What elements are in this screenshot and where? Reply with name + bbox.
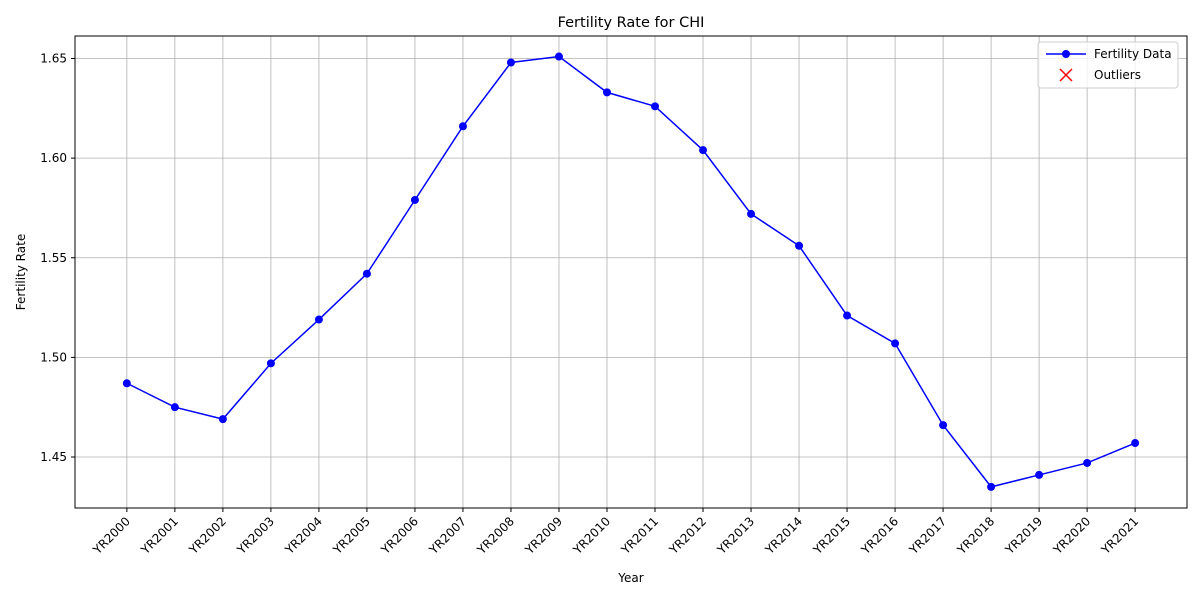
data-point [747, 209, 756, 218]
x-axis-label: Year [617, 571, 643, 585]
data-point [1035, 470, 1044, 479]
y-axis-label: Fertility Rate [14, 234, 28, 310]
data-point [362, 269, 371, 278]
legend: Fertility Data Outliers [1037, 41, 1179, 89]
data-point [651, 102, 660, 111]
data-point [218, 415, 227, 424]
data-point [1131, 439, 1140, 448]
data-point [1083, 458, 1092, 467]
y-tick-label: 1.50 [40, 350, 67, 364]
data-point [122, 379, 131, 388]
legend-marker [1059, 68, 1073, 82]
data-point [170, 403, 179, 412]
data-point [410, 195, 419, 204]
plot-frame [74, 35, 1188, 509]
data-point [266, 359, 275, 368]
data-point [987, 482, 996, 491]
chart-title: Fertility Rate for CHI [558, 15, 705, 31]
legend-label: Fertility Data [1094, 47, 1172, 61]
series-line [126, 55, 1136, 488]
data-point [506, 58, 515, 67]
data-point [458, 122, 467, 131]
data-point [843, 311, 852, 320]
data-point [891, 339, 900, 348]
data-point [554, 52, 563, 61]
data-point [314, 315, 323, 324]
legend-label: Outliers [1094, 68, 1141, 82]
y-tick-label: 1.45 [40, 450, 67, 464]
data-point [602, 88, 611, 97]
y-tick-label: 1.55 [40, 251, 67, 265]
data-point [699, 146, 708, 155]
data-point [939, 421, 948, 430]
y-tick-label: 1.60 [40, 151, 67, 165]
legend-marker [1062, 50, 1070, 58]
data-point [795, 241, 804, 250]
y-tick-label: 1.65 [40, 52, 67, 66]
